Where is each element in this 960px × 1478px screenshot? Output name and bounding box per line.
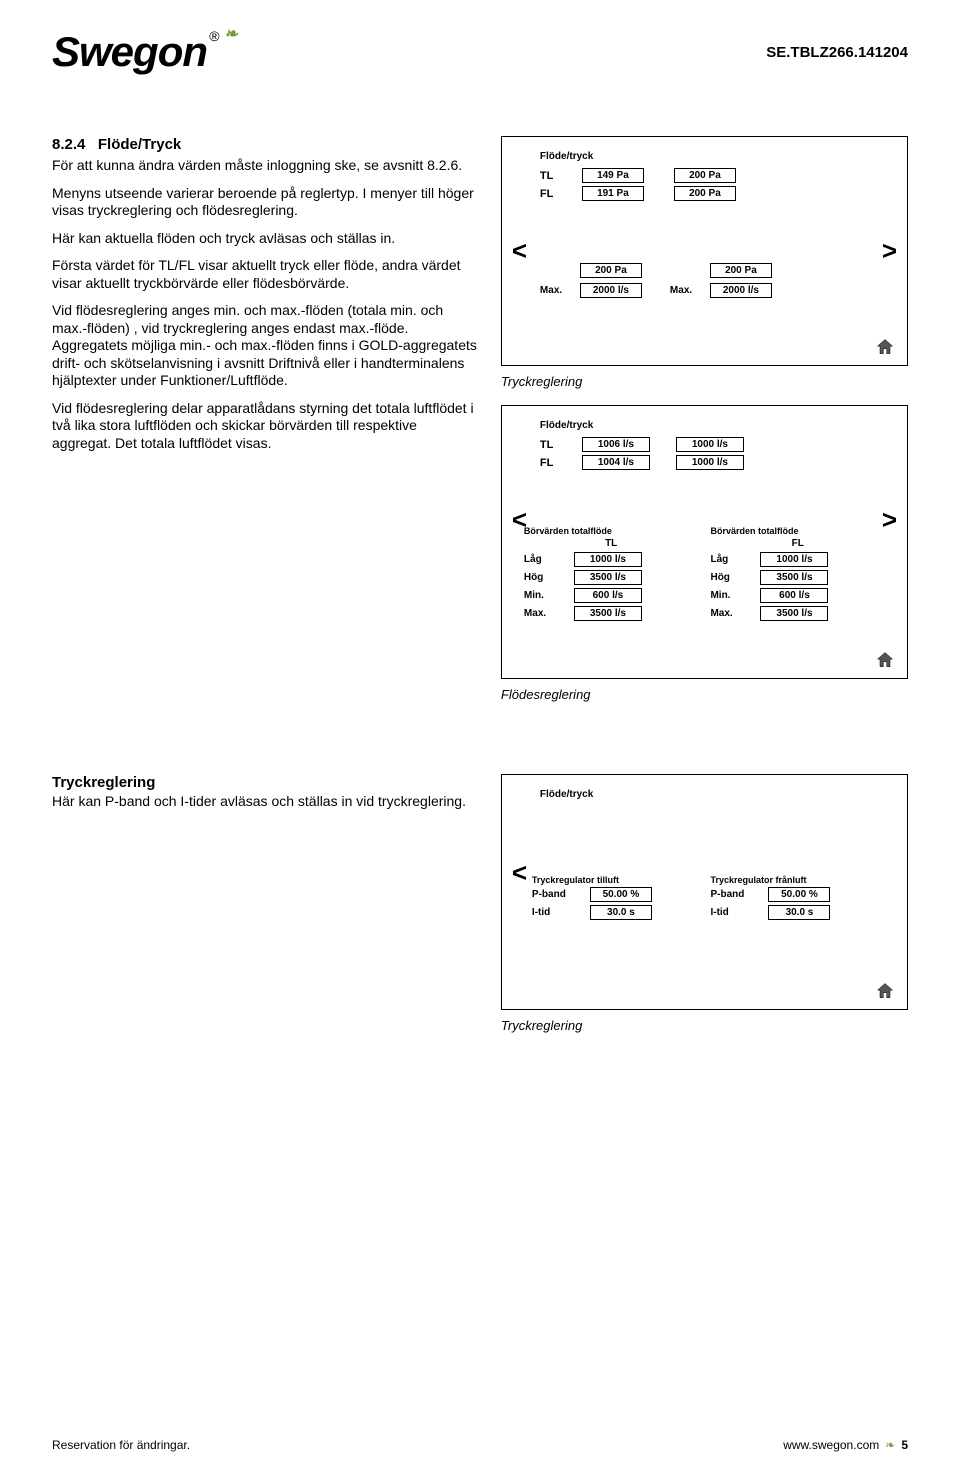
page-number: 5 <box>901 1438 908 1452</box>
block-sub: TL <box>524 538 699 549</box>
value-box[interactable]: 200 Pa <box>674 168 736 183</box>
value-box[interactable]: 1004 l/s <box>582 455 650 470</box>
fl-label: FL <box>540 457 576 469</box>
value-box[interactable]: 30.0 s <box>768 905 830 920</box>
page-footer: Reservation för ändringar. www.swegon.co… <box>52 1438 908 1452</box>
right-column: Flöde/tryck TL 149 Pa 200 Pa FL 191 Pa 2… <box>501 136 908 718</box>
value-box[interactable]: 1006 l/s <box>582 437 650 452</box>
value-box[interactable]: 200 Pa <box>710 263 772 278</box>
home-icon[interactable] <box>875 981 895 1001</box>
paragraph: Vid flödesreglering anges min. och max.-… <box>52 302 479 390</box>
paragraph: Menyns utseende varierar beroende på reg… <box>52 185 479 220</box>
value-box[interactable]: 1000 l/s <box>574 552 642 567</box>
value-box[interactable]: 2000 l/s <box>710 283 772 298</box>
value-box[interactable]: 3500 l/s <box>760 570 828 585</box>
value-box[interactable]: 3500 l/s <box>760 606 828 621</box>
footer-left: Reservation för ändringar. <box>52 1438 190 1452</box>
value-box[interactable]: 149 Pa <box>582 168 644 183</box>
block-sub: FL <box>710 538 885 549</box>
home-icon[interactable] <box>875 337 895 357</box>
brand-logo: Swegon®❧ <box>52 28 237 76</box>
panel-title: Flöde/tryck <box>540 151 893 162</box>
tl-label: TL <box>540 439 576 451</box>
value-box[interactable]: 1000 l/s <box>676 455 744 470</box>
block-head: Börvärden totalflöde <box>710 526 885 536</box>
subhead: Tryckreglering <box>52 774 479 791</box>
value-box[interactable]: 600 l/s <box>760 588 828 603</box>
panel-title: Flöde/tryck <box>540 420 893 431</box>
panel-tryckreglering: Flöde/tryck TL 149 Pa 200 Pa FL 191 Pa 2… <box>501 136 908 366</box>
block-head: Börvärden totalflöde <box>524 526 699 536</box>
arrow-right-icon[interactable]: > <box>882 236 897 267</box>
tl-label: TL <box>540 170 576 182</box>
fl-label: FL <box>540 188 576 200</box>
leaf-icon: ❧ <box>224 24 236 44</box>
doc-code: SE.TBLZ266.141204 <box>766 44 908 61</box>
reg-mark: ® <box>209 28 218 44</box>
panel-caption: Tryckreglering <box>501 1018 908 1033</box>
page-header: Swegon®❧ SE.TBLZ266.141204 <box>52 28 908 76</box>
panel-pband: Flöde/tryck < > Tryckregulator tilluft P… <box>501 774 908 1010</box>
paragraph: Första värdet för TL/FL visar aktuellt t… <box>52 257 479 292</box>
section-heading: 8.2.4 Flöde/Tryck <box>52 136 479 153</box>
value-box[interactable]: 600 l/s <box>574 588 642 603</box>
arrow-left-icon[interactable]: < <box>512 236 527 267</box>
block-head: Tryckregulator tilluft <box>532 875 699 885</box>
value-box[interactable]: 30.0 s <box>590 905 652 920</box>
max-label: Max. <box>540 285 574 296</box>
brand-text: Swegon <box>52 28 207 76</box>
paragraph: För att kunna ändra värden måste inloggn… <box>52 157 479 175</box>
value-box[interactable]: 3500 l/s <box>574 570 642 585</box>
home-icon[interactable] <box>875 650 895 670</box>
arrow-left-icon[interactable]: < <box>512 858 527 889</box>
nav-arrows: < > <box>512 236 897 267</box>
value-box[interactable]: 3500 l/s <box>574 606 642 621</box>
value-box[interactable]: 191 Pa <box>582 186 644 201</box>
panel-caption: Tryckreglering <box>501 374 908 389</box>
block-head: Tryckregulator frånluft <box>710 875 877 885</box>
value-box[interactable]: 2000 l/s <box>580 283 642 298</box>
value-box[interactable]: 50.00 % <box>768 887 830 902</box>
max-label: Max. <box>670 285 704 296</box>
leaf-icon: ❧ <box>885 1438 895 1452</box>
main-two-col: 8.2.4 Flöde/Tryck För att kunna ändra vä… <box>52 136 908 718</box>
value-box[interactable]: 50.00 % <box>590 887 652 902</box>
value-box[interactable]: 200 Pa <box>674 186 736 201</box>
panel-caption: Flödesreglering <box>501 687 908 702</box>
value-box[interactable]: 200 Pa <box>580 263 642 278</box>
left-column: 8.2.4 Flöde/Tryck För att kunna ändra vä… <box>52 136 479 718</box>
paragraph: Här kan aktuella flöden och tryck avläsa… <box>52 230 479 248</box>
paragraph: Vid flödesreglering delar apparatlådans … <box>52 400 479 453</box>
second-two-col: Tryckreglering Här kan P-band och I-tide… <box>52 774 908 1049</box>
paragraph: Här kan P-band och I-tider avläsas och s… <box>52 793 479 811</box>
panel-title: Flöde/tryck <box>540 789 893 800</box>
value-box[interactable]: 1000 l/s <box>676 437 744 452</box>
footer-url: www.swegon.com <box>783 1438 879 1452</box>
value-box[interactable]: 1000 l/s <box>760 552 828 567</box>
panel-flodesreglering: Flöde/tryck TL 1006 l/s 1000 l/s FL 1004… <box>501 405 908 679</box>
